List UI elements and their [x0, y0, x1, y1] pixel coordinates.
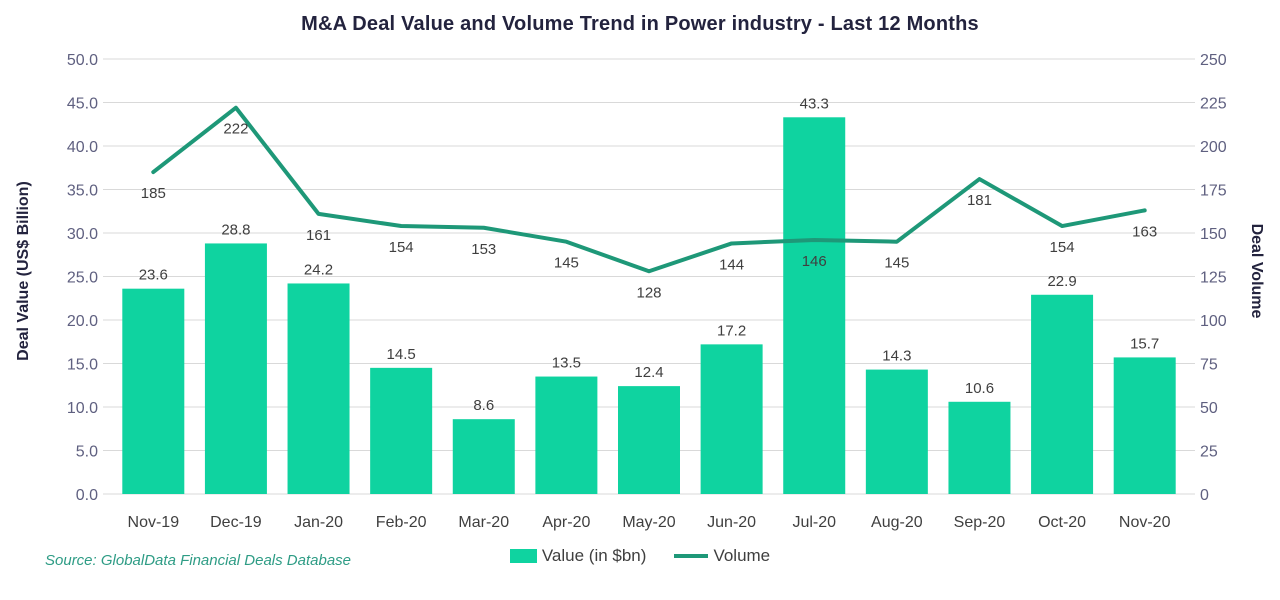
- right-axis-tick-label: 175: [1200, 183, 1227, 200]
- x-axis-label: Dec-19: [210, 514, 262, 531]
- line-value-label: 154: [389, 239, 414, 256]
- left-axis-tick-label: 0.0: [76, 487, 98, 504]
- line-value-label: 163: [1132, 223, 1157, 240]
- left-axis-tick-label: 40.0: [67, 139, 98, 156]
- bar-value-label: 22.9: [1047, 273, 1076, 290]
- value-bar: [1031, 294, 1094, 494]
- bar-value-label: 10.6: [965, 380, 994, 397]
- x-axis-label: Oct-20: [1038, 514, 1086, 531]
- left-axis-tick-label: 25.0: [67, 270, 98, 287]
- left-axis-tick-label: 45.0: [67, 96, 98, 113]
- line-value-label: 153: [471, 241, 496, 258]
- x-axis-label: Nov-20: [1119, 514, 1171, 531]
- value-bar: [618, 386, 680, 494]
- plot-area: 0.0 5.0 10.0 15.0 20.0 25.0 30.0 35.0 40.0 45.0 50…: [67, 52, 1227, 531]
- volume-line: [151, 105, 1147, 274]
- value-bar: [287, 283, 350, 494]
- line-value-label: 128: [636, 284, 661, 301]
- line-value-label: 154: [1050, 239, 1075, 256]
- value-bar: [948, 401, 1011, 494]
- line-value-label: 144: [719, 256, 744, 273]
- left-axis-tick-label: 35.0: [67, 183, 98, 200]
- bar-value-label: 12.4: [634, 364, 663, 381]
- bar-value-label: 8.6: [473, 397, 494, 414]
- value-bar: [535, 376, 598, 494]
- x-axis-label: Jan-20: [294, 514, 343, 531]
- value-bar: [452, 419, 515, 494]
- legend-volume-label: Volume: [713, 546, 771, 565]
- bar-value-label: 14.5: [387, 346, 416, 363]
- left-axis-tick-label: 30.0: [67, 226, 98, 243]
- legend-item-volume: Volume: [674, 546, 770, 566]
- right-axis-tick-label: 200: [1200, 139, 1227, 156]
- value-bar: [865, 369, 928, 494]
- line-value-label: 222: [223, 121, 248, 138]
- x-axis-label: Nov-19: [128, 514, 180, 531]
- right-axis-tick-label: 100: [1200, 313, 1227, 330]
- x-axis-label: Feb-20: [376, 514, 427, 531]
- bar-value-label: 13.5: [552, 355, 581, 372]
- line-value-label: 146: [802, 253, 827, 270]
- right-axis-tick-label: 0: [1200, 487, 1209, 504]
- value-bar: [700, 344, 763, 494]
- value-bar: [1113, 357, 1176, 494]
- bar-value-label: 23.6: [139, 267, 168, 284]
- left-axis-tick-label: 50.0: [67, 52, 98, 69]
- legend: Value (in $bn) Volume: [0, 546, 1280, 566]
- line-value-label: 181: [967, 192, 992, 209]
- bar-value-label: 24.2: [304, 261, 333, 278]
- bar-value-label: 43.3: [800, 95, 829, 112]
- right-axis-tick-label: 25: [1200, 444, 1218, 461]
- value-bar: [204, 243, 267, 494]
- value-bar: [122, 288, 185, 494]
- line-value-label: 161: [306, 227, 331, 244]
- right-axis-tick-label: 75: [1200, 357, 1218, 374]
- right-axis-tick-label: 150: [1200, 226, 1227, 243]
- x-axis-label: Apr-20: [542, 514, 590, 531]
- bar-value-label: 14.3: [882, 348, 911, 365]
- line-value-label: 145: [554, 255, 579, 272]
- right-axis-tick-label: 250: [1200, 52, 1227, 69]
- left-axis-tick-label: 20.0: [67, 313, 98, 330]
- bar-value-label: 17.2: [717, 322, 746, 339]
- x-axis-label: Jul-20: [792, 514, 836, 531]
- chart-title: M&A Deal Value and Volume Trend in Power…: [301, 13, 979, 35]
- right-axis-tick-label: 50: [1200, 400, 1218, 417]
- right-axis-tick-label: 125: [1200, 270, 1227, 287]
- legend-item-value: Value (in $bn): [509, 546, 647, 566]
- line-value-label: 185: [141, 185, 166, 202]
- left-axis-tick-label: 15.0: [67, 357, 98, 374]
- x-axis-label: Mar-20: [458, 514, 509, 531]
- bar-value-label: 15.7: [1130, 335, 1159, 352]
- x-axis-label: Sep-20: [954, 514, 1006, 531]
- bar-value-label: 28.8: [221, 221, 250, 238]
- right-axis-tick-label: 225: [1200, 96, 1227, 113]
- legend-value-label: Value (in $bn): [541, 546, 647, 565]
- x-axis-label: May-20: [622, 514, 675, 531]
- source-note: Source: GlobalData Financial Deals Datab…: [45, 552, 351, 569]
- value-bar: [783, 117, 846, 494]
- legend-line-swatch-icon: [674, 554, 709, 558]
- value-bar: [370, 367, 433, 494]
- x-axis-label: Aug-20: [871, 514, 923, 531]
- x-axis-label: Jun-20: [707, 514, 756, 531]
- line-value-label: 145: [884, 255, 909, 272]
- left-axis-tick-label: 5.0: [76, 444, 98, 461]
- left-axis-tick-label: 10.0: [67, 400, 98, 417]
- legend-bar-swatch-icon: [509, 549, 537, 563]
